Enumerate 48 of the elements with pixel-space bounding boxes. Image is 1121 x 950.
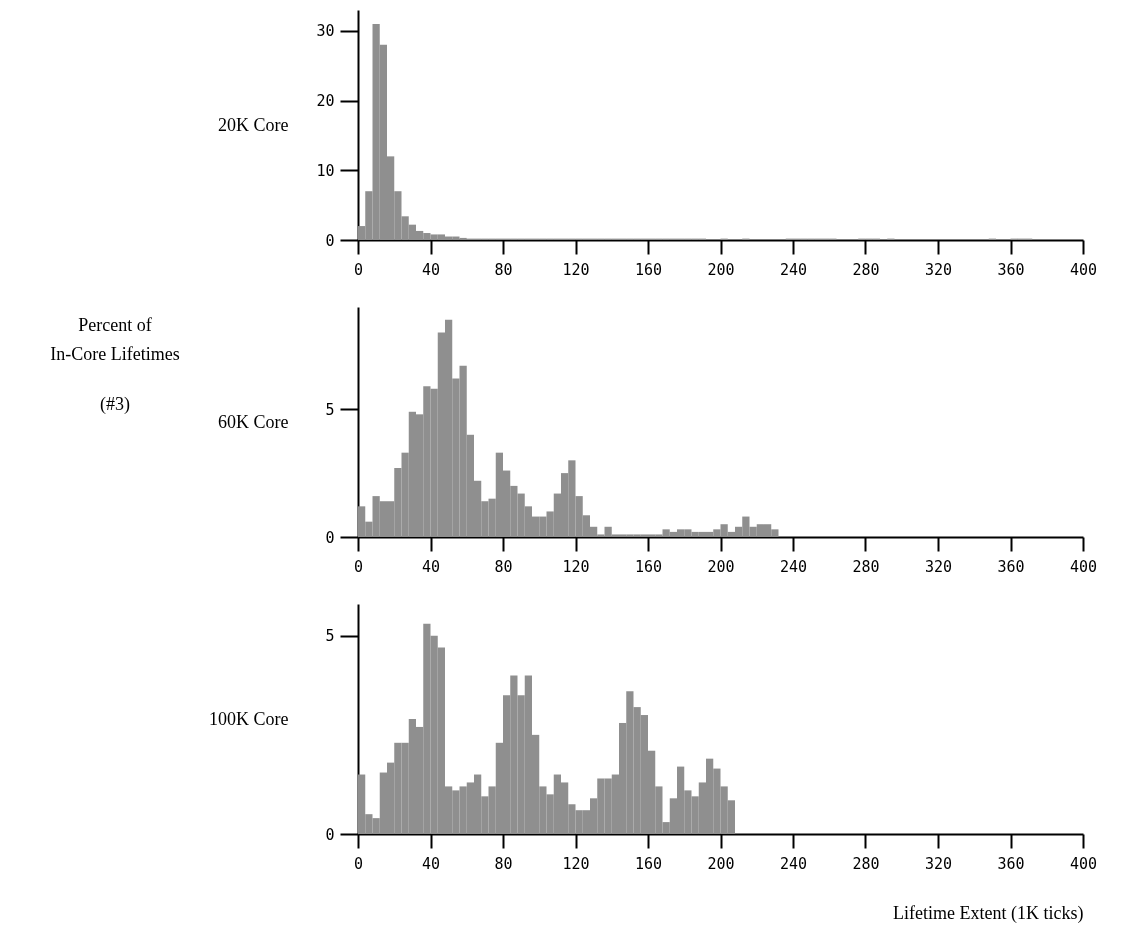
- y-tick-label: 0: [325, 231, 335, 250]
- x-tick-label: 360: [997, 557, 1025, 576]
- x-tick-label: 280: [852, 854, 880, 873]
- x-tick-label: 400: [1069, 260, 1098, 279]
- x-tick-label: 40: [421, 557, 441, 576]
- y-tick-label: 10: [316, 161, 335, 180]
- x-tick-label: 0: [353, 854, 364, 873]
- x-tick-label: 160: [634, 557, 663, 576]
- text: Percent of: [78, 315, 152, 335]
- x-tick-label: 160: [634, 854, 663, 873]
- x-tick-label: 80: [494, 260, 513, 279]
- x-tick-label: 280: [852, 557, 880, 576]
- text: (#3): [100, 394, 130, 415]
- y-tick-label: 5: [325, 400, 335, 419]
- x-tick-label: 280: [852, 260, 880, 279]
- x-tick-label: 0: [353, 557, 364, 576]
- x-axis-title: Lifetime Extent (1K ticks): [893, 902, 1084, 924]
- x-tick-label: 160: [634, 260, 663, 279]
- x-tick-label: 200: [707, 557, 735, 576]
- x-tick-label: 240: [779, 260, 808, 279]
- x-tick-label: 40: [421, 854, 441, 873]
- x-tick-label: 400: [1069, 557, 1098, 576]
- x-tick-label: 120: [562, 260, 590, 279]
- x-tick-label: 320: [924, 260, 953, 279]
- x-tick-label: 240: [779, 557, 808, 576]
- x-tick-label: 120: [562, 557, 590, 576]
- x-tick-label: 240: [779, 854, 808, 873]
- x-tick-label: 0: [353, 260, 364, 279]
- x-tick-label: 400: [1069, 854, 1098, 873]
- x-tick-label: 80: [494, 557, 513, 576]
- x-tick-label: 320: [924, 854, 953, 873]
- y-tick-label: 0: [325, 528, 335, 547]
- x-tick-label: 360: [997, 260, 1025, 279]
- y-axis-title: 60K Core: [218, 411, 289, 432]
- x-tick-label: 40: [421, 260, 441, 279]
- y-tick-label: 0: [325, 825, 335, 844]
- text: In-Core Lifetimes: [50, 344, 180, 364]
- y-axis-title: 20K Core: [218, 114, 289, 135]
- x-tick-label: 120: [562, 854, 590, 873]
- x-tick-label: 320: [924, 557, 953, 576]
- y-tick-label: 20: [316, 92, 335, 111]
- x-tick-label: 360: [997, 854, 1025, 873]
- x-tick-label: 200: [707, 854, 735, 873]
- x-tick-label: 80: [494, 854, 513, 873]
- y-tick-label: 5: [325, 627, 335, 646]
- y-axis-title: 100K Core: [209, 708, 289, 729]
- y-tick-label: 30: [316, 22, 335, 41]
- x-tick-label: 200: [707, 260, 735, 279]
